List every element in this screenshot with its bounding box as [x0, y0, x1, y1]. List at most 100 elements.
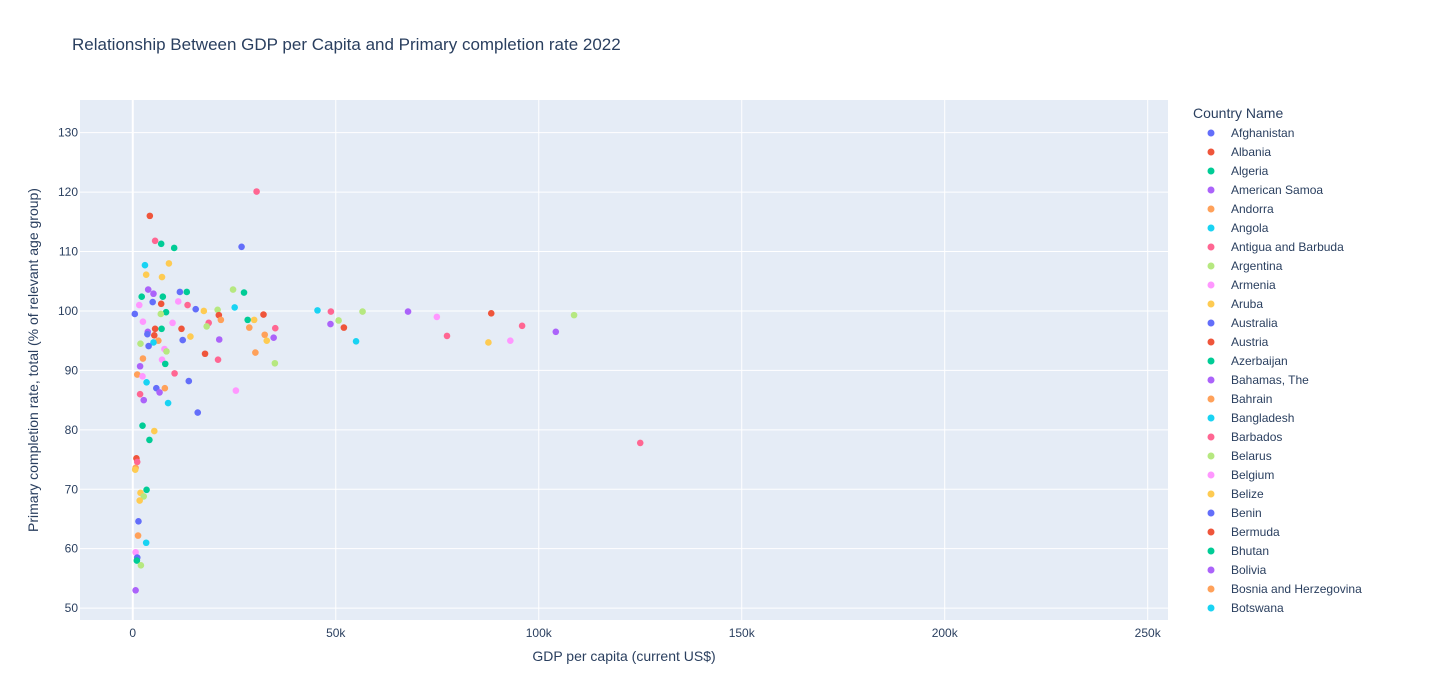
data-point	[158, 273, 166, 281]
grid-lines	[80, 100, 1168, 620]
y-tick-label: 70	[65, 482, 79, 496]
legend-marker	[1207, 338, 1215, 346]
data-point	[238, 243, 245, 251]
data-point	[404, 308, 412, 315]
data-point	[203, 323, 210, 330]
data-point	[215, 336, 223, 343]
data-point	[159, 293, 167, 301]
data-point	[214, 306, 221, 314]
data-point	[145, 342, 152, 350]
data-point	[142, 539, 150, 547]
data-point	[176, 288, 184, 296]
data-point	[151, 325, 159, 333]
data-point	[187, 333, 194, 340]
legend-marker	[1207, 357, 1215, 365]
data-point	[134, 532, 142, 539]
legend-marker	[1207, 395, 1215, 403]
legend-marker	[1207, 167, 1215, 175]
data-point	[156, 389, 163, 396]
data-point	[150, 427, 158, 435]
data-point	[144, 286, 152, 293]
legend-label: Belize	[1231, 487, 1264, 501]
legend-marker	[1207, 604, 1215, 612]
data-point	[144, 330, 151, 338]
legend-marker	[1207, 224, 1215, 232]
legend-marker	[1207, 186, 1215, 194]
plot-background	[80, 100, 1168, 620]
data-point	[132, 586, 139, 594]
data-point	[570, 311, 578, 319]
data-point	[135, 301, 143, 309]
data-point	[335, 317, 342, 324]
data-point	[194, 409, 202, 416]
data-point	[162, 308, 170, 316]
legend-marker	[1207, 281, 1215, 289]
data-point	[139, 355, 147, 362]
data-point	[161, 384, 169, 392]
data-point	[252, 349, 259, 356]
legend-label: Australia	[1231, 316, 1278, 330]
data-point	[185, 377, 193, 385]
data-point	[260, 311, 267, 318]
data-point	[136, 497, 143, 504]
x-tick-label: 250k	[1135, 626, 1162, 640]
data-point	[352, 337, 360, 345]
data-point	[142, 271, 150, 279]
data-point	[163, 348, 170, 355]
data-point	[327, 308, 335, 315]
legend-marker	[1207, 319, 1215, 327]
data-point	[157, 300, 165, 308]
legend-marker	[1207, 566, 1215, 574]
data-point	[136, 390, 144, 398]
legend-label: Belarus	[1231, 449, 1272, 463]
chart-title: Relationship Between GDP per Capita and …	[72, 35, 621, 54]
data-point	[133, 458, 141, 466]
data-point	[507, 337, 514, 344]
data-point	[270, 334, 277, 342]
legend-marker	[1207, 490, 1215, 498]
legend-marker	[1207, 205, 1215, 213]
y-axis-title: Primary completion rate, total (% of rel…	[25, 188, 41, 532]
legend-marker	[1207, 376, 1215, 384]
data-point	[146, 436, 153, 444]
data-point	[165, 260, 173, 267]
data-point	[250, 316, 258, 324]
data-point	[271, 359, 279, 367]
legend-label: Belgium	[1231, 468, 1274, 482]
y-tick-label: 90	[65, 363, 79, 377]
data-point	[136, 362, 144, 370]
legend-marker	[1207, 243, 1215, 251]
data-point	[171, 370, 178, 377]
legend-label: Bahamas, The	[1231, 373, 1309, 387]
data-point	[184, 301, 191, 309]
legend: Country Name Afghanistan Albania Algeria Am…	[1193, 105, 1362, 615]
legend-label: Bahrain	[1231, 392, 1272, 406]
legend-label: Antigua and Barbuda	[1231, 240, 1344, 254]
data-point	[201, 350, 209, 358]
data-point	[140, 493, 148, 500]
data-point	[231, 304, 238, 311]
legend-marker	[1207, 129, 1215, 137]
legend-items: Afghanistan Albania Algeria American Samoa A…	[1207, 126, 1362, 615]
data-point	[232, 387, 240, 394]
data-point	[244, 316, 251, 324]
legend-label: Bosnia and Herzegovina	[1231, 582, 1362, 596]
data-point	[143, 486, 150, 494]
data-point	[170, 244, 178, 252]
data-point	[149, 298, 156, 306]
data-point	[139, 373, 146, 380]
data-point	[139, 422, 146, 429]
legend-marker	[1207, 262, 1215, 270]
data-point	[183, 288, 191, 296]
data-point	[146, 212, 154, 220]
data-point	[164, 399, 172, 407]
legend-marker	[1207, 433, 1215, 441]
data-point	[150, 332, 158, 339]
data-point	[157, 310, 165, 318]
legend-marker	[1207, 452, 1215, 460]
legend-label: Azerbaijan	[1231, 354, 1288, 368]
y-axis-ticks: 50 60 70 80 90 100 110 120 130	[58, 126, 78, 615]
data-point	[487, 310, 495, 317]
data-point	[131, 310, 139, 318]
